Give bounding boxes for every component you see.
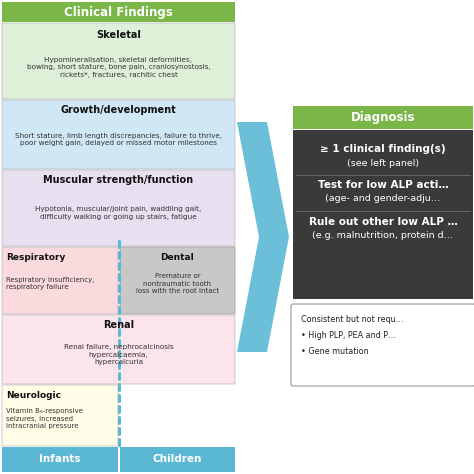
- FancyBboxPatch shape: [293, 106, 473, 129]
- Text: Respiratory insufficiency,
respiratory failure: Respiratory insufficiency, respiratory f…: [6, 277, 94, 290]
- FancyBboxPatch shape: [2, 385, 118, 446]
- FancyBboxPatch shape: [120, 247, 235, 314]
- FancyBboxPatch shape: [291, 304, 474, 386]
- Text: Neurologic: Neurologic: [6, 391, 61, 400]
- FancyBboxPatch shape: [293, 130, 473, 299]
- Text: Test for low ALP acti…: Test for low ALP acti…: [318, 180, 448, 190]
- Text: • Gene mutation: • Gene mutation: [301, 347, 369, 356]
- Text: (e.g. malnutrition, protein d…: (e.g. malnutrition, protein d…: [312, 230, 454, 239]
- Text: Consistent but not requ…: Consistent but not requ…: [301, 316, 404, 325]
- FancyBboxPatch shape: [2, 170, 235, 246]
- Text: Children: Children: [153, 455, 202, 465]
- Text: (see left panel): (see left panel): [347, 158, 419, 167]
- FancyBboxPatch shape: [2, 315, 235, 384]
- Text: Rule out other low ALP …: Rule out other low ALP …: [309, 217, 457, 227]
- Text: Renal: Renal: [103, 320, 134, 330]
- FancyBboxPatch shape: [2, 247, 118, 314]
- Text: (age- and gender-adju…: (age- and gender-adju…: [325, 193, 441, 202]
- Text: Renal failure, nephrocalcinosis
hypercalcaemia,
hypercalcuria: Renal failure, nephrocalcinosis hypercal…: [64, 344, 173, 365]
- Text: Infants: Infants: [39, 455, 81, 465]
- Text: • High PLP, PEA and P…: • High PLP, PEA and P…: [301, 331, 396, 340]
- Text: Clinical Findings: Clinical Findings: [64, 6, 173, 18]
- FancyBboxPatch shape: [2, 447, 118, 472]
- Text: Respiratory: Respiratory: [6, 253, 65, 262]
- FancyBboxPatch shape: [120, 447, 235, 472]
- Text: Premature or
nontraumatic tooth
loss with the root intact: Premature or nontraumatic tooth loss wit…: [136, 273, 219, 294]
- Polygon shape: [237, 122, 289, 352]
- Text: Skeletal: Skeletal: [96, 30, 141, 40]
- FancyBboxPatch shape: [2, 2, 235, 22]
- FancyBboxPatch shape: [2, 100, 235, 169]
- Text: Short stature, limb length discrepancies, failure to thrive,
poor weight gain, d: Short stature, limb length discrepancies…: [15, 133, 222, 146]
- Text: Muscular strength/function: Muscular strength/function: [44, 175, 193, 185]
- FancyBboxPatch shape: [2, 23, 235, 99]
- Text: Hypomineralisation, skeletal deformities,
bowing, short stature, bone pain, cran: Hypomineralisation, skeletal deformities…: [27, 56, 210, 78]
- Text: Vitamin B₆-responsive
seizures, increased
intracranial pressure: Vitamin B₆-responsive seizures, increase…: [6, 408, 83, 429]
- Text: Growth/development: Growth/development: [61, 105, 176, 115]
- Text: Hypotonia, muscular/joint pain, waddling gait,
difficulty walking or going up st: Hypotonia, muscular/joint pain, waddling…: [36, 206, 201, 220]
- Text: ≥ 1 clinical finding(s): ≥ 1 clinical finding(s): [320, 144, 446, 154]
- Text: Diagnosis: Diagnosis: [351, 111, 415, 124]
- Text: Dental: Dental: [161, 253, 194, 262]
